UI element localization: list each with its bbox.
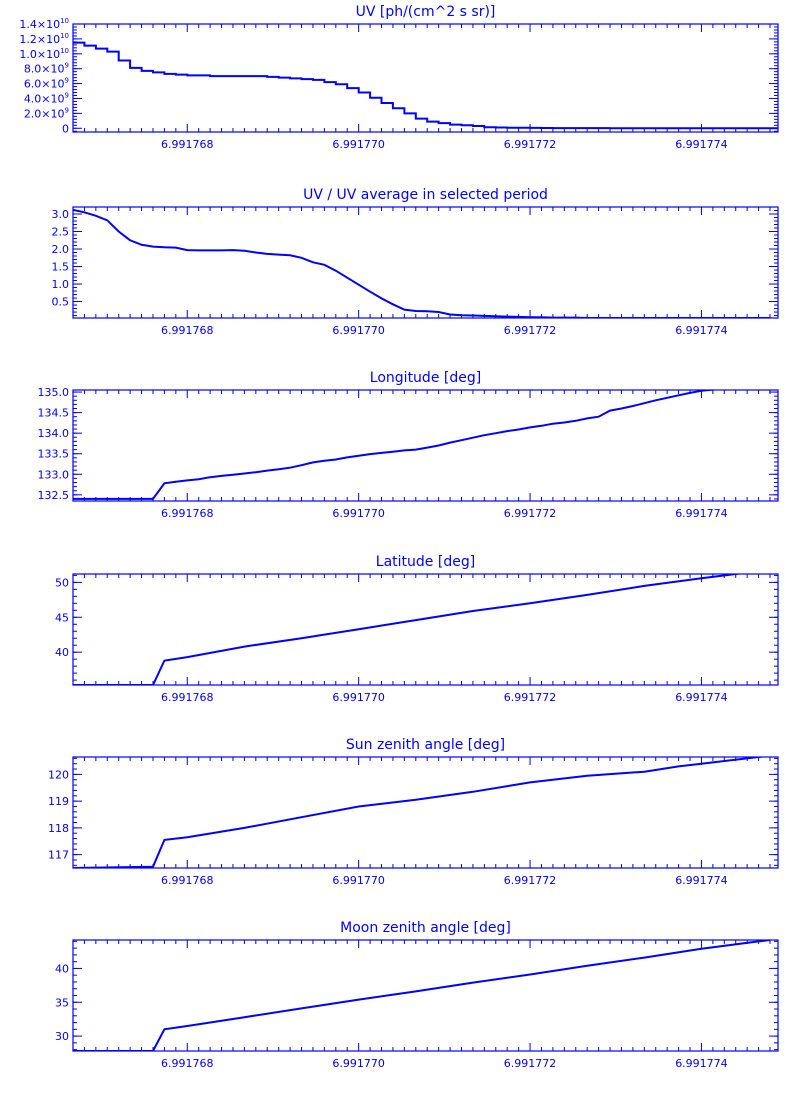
chart-panel-3: Longitude [deg] 6.991768 6.991770 6.991772 6… [38, 370, 779, 520]
series-line [73, 757, 768, 868]
plot-frame [72, 573, 779, 686]
x-tick-label: 6.991774 [675, 874, 728, 887]
plot-frame [72, 389, 779, 502]
y-tick-label-exponent: 10 [60, 32, 69, 40]
y-tick-label: 120 [48, 768, 69, 781]
y-tick-label: 133.0 [38, 468, 70, 481]
x-tick-label: 6.991770 [332, 874, 385, 887]
y-tick-label: 134.0 [38, 427, 70, 440]
x-tick-label: 6.991770 [332, 1057, 385, 1070]
y-tick-label: 30 [55, 1030, 69, 1043]
x-tick-label: 6.991774 [675, 1057, 728, 1070]
plot-frame [72, 23, 779, 133]
y-tick-label: 1.4×1010 [19, 17, 69, 31]
x-tick-label: 6.991768 [161, 324, 214, 337]
x-tick-label: 6.991770 [332, 138, 385, 151]
chart-panel-2: UV / UV average in selected period 6.9917… [52, 187, 779, 337]
y-tick-label: 117 [48, 849, 69, 862]
y-tick-label: 40 [55, 962, 69, 975]
y-tick-label: 132.5 [38, 489, 70, 502]
y-tick-label: 40 [55, 646, 69, 659]
x-tick-label: 6.991772 [504, 324, 557, 337]
chart-panel-5: Sun zenith angle [deg] 6.991768 6.991770 6.… [48, 737, 779, 887]
x-tick-label: 6.991774 [675, 324, 728, 337]
y-tick-label-base: 1.4×10 [19, 18, 60, 31]
x-tick-label: 6.991774 [675, 507, 728, 520]
chart-title: UV / UV average in selected period [303, 187, 548, 203]
y-tick-label: 50 [55, 576, 69, 589]
y-tick-label-base: 2.0×10 [24, 107, 65, 120]
x-tick-label: 6.991768 [161, 691, 214, 704]
y-tick-label: 3.0 [52, 208, 70, 221]
chart-title: Moon zenith angle [deg] [340, 920, 511, 936]
y-tick-label-base: 1.0×10 [19, 48, 60, 61]
y-tick-label: 0.5 [52, 296, 70, 309]
series-line [73, 390, 722, 500]
y-tick-label: 8.0×109 [24, 62, 69, 76]
y-tick-label: 119 [48, 795, 69, 808]
series-line [73, 940, 771, 1051]
y-tick-label-exponent: 10 [60, 47, 69, 55]
x-tick-label: 6.991772 [504, 507, 557, 520]
x-tick-label: 6.991772 [504, 1057, 557, 1070]
x-tick-label: 6.991770 [332, 507, 385, 520]
y-tick-label: 135.0 [38, 386, 70, 399]
y-tick-label: 118 [48, 822, 69, 835]
y-tick-label: 0 [62, 122, 69, 135]
y-tick-label: 2.0 [52, 243, 70, 256]
x-tick-label: 6.991772 [504, 138, 557, 151]
x-tick-label: 6.991768 [161, 507, 214, 520]
series-line [73, 574, 744, 685]
y-tick-label-base: 6.0×10 [24, 78, 65, 91]
x-tick-label: 6.991768 [161, 874, 214, 887]
y-tick-label: 2.0×109 [24, 106, 69, 120]
y-tick-label: 133.5 [38, 448, 70, 461]
y-tick-label-exponent: 9 [65, 62, 69, 70]
y-tick-label-base: 1.2×10 [19, 33, 60, 46]
y-tick-label-base: 8.0×10 [24, 63, 65, 76]
x-tick-label: 6.991770 [332, 691, 385, 704]
plot-frame [72, 939, 779, 1052]
y-tick-label: 1.2×1010 [19, 32, 69, 46]
x-tick-label: 6.991770 [332, 324, 385, 337]
y-tick-label: 45 [55, 611, 69, 624]
x-tick-label: 6.991772 [504, 691, 557, 704]
x-tick-label: 6.991774 [675, 691, 728, 704]
y-tick-label: 1.0 [52, 278, 70, 291]
chart-title: UV [ph/(cm^2 s sr)] [356, 4, 496, 20]
x-tick-label: 6.991774 [675, 138, 728, 151]
y-tick-label-exponent: 9 [65, 77, 69, 85]
chart-title: Latitude [deg] [376, 554, 475, 570]
y-tick-label-base: 4.0×10 [24, 92, 65, 105]
y-tick-label: 2.5 [52, 226, 70, 239]
plot-frame [72, 206, 779, 319]
y-tick-label: 6.0×109 [24, 77, 69, 91]
y-tick-label: 1.5 [52, 261, 70, 274]
y-tick-label-exponent: 9 [65, 106, 69, 114]
plot-frame [72, 756, 779, 869]
y-tick-label: 4.0×109 [24, 91, 69, 105]
y-tick-label: 1.0×1010 [19, 47, 69, 61]
chart-title: Longitude [deg] [370, 370, 481, 386]
chart-title: Sun zenith angle [deg] [346, 737, 505, 753]
series-line [73, 208, 770, 318]
y-tick-label: 134.5 [38, 407, 70, 420]
chart-panel-6: Moon zenith angle [deg] 6.991768 6.991770 6… [55, 920, 779, 1070]
chart-panel-1: UV [ph/(cm^2 s sr)] 6.991768 6.991770 6.991… [19, 4, 779, 151]
y-tick-label-exponent: 9 [65, 91, 69, 99]
y-tick-label-exponent: 10 [60, 17, 69, 25]
y-tick-label: 35 [55, 996, 69, 1009]
x-tick-label: 6.991768 [161, 138, 214, 151]
x-tick-label: 6.991772 [504, 874, 557, 887]
series-line [73, 41, 778, 130]
x-tick-label: 6.991768 [161, 1057, 214, 1070]
chart-panel-4: Latitude [deg] 6.991768 6.991770 6.991772 6.… [55, 554, 779, 704]
